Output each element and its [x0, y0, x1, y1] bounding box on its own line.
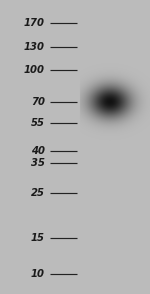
Text: 130: 130 [24, 42, 45, 52]
Text: 15: 15 [31, 233, 45, 243]
Text: 25: 25 [31, 188, 45, 198]
Text: 70: 70 [31, 97, 45, 107]
Bar [0, 0, 80, 294]
Text: 10: 10 [31, 269, 45, 279]
Text: 40: 40 [31, 146, 45, 156]
Text: 170: 170 [24, 18, 45, 28]
Bar [80, 0, 150, 294]
Text: 35: 35 [31, 158, 45, 168]
Text: 100: 100 [24, 65, 45, 75]
Text: 55: 55 [31, 118, 45, 128]
